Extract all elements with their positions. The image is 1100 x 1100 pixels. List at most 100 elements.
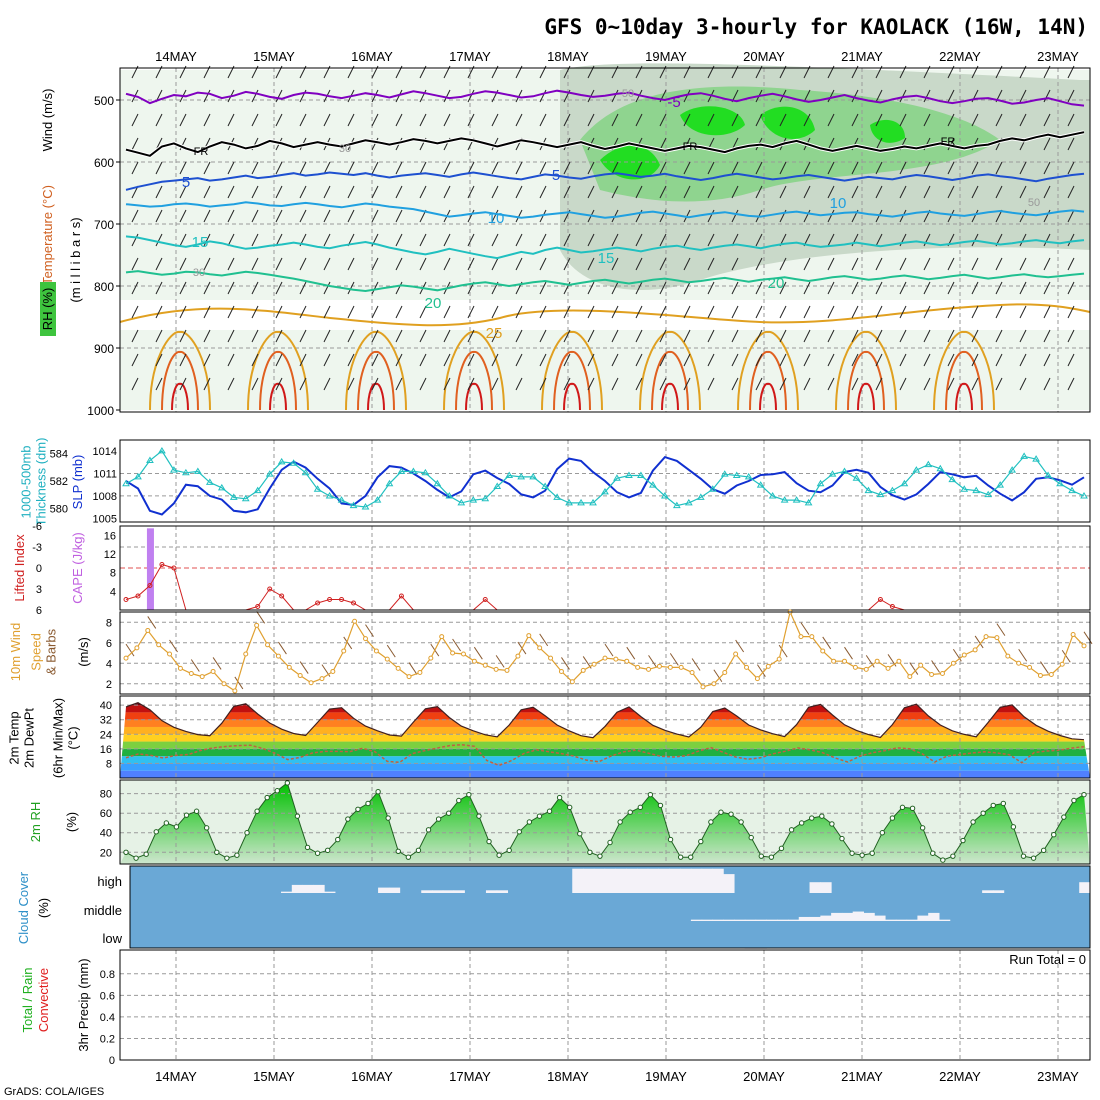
lifted-index-marker xyxy=(135,593,141,599)
rh-core xyxy=(870,119,905,143)
wind-barb xyxy=(779,185,787,199)
thickness-marker xyxy=(445,492,454,499)
wind-speed-marker xyxy=(983,634,989,640)
wind-barb xyxy=(827,233,835,247)
thickness-marker xyxy=(277,457,286,465)
wind-speed-line xyxy=(125,610,1085,692)
cloud-middle-gap xyxy=(734,919,746,921)
thickness-marker xyxy=(924,460,933,468)
wind-barb xyxy=(1019,185,1027,199)
wind-barb xyxy=(635,353,643,367)
wind-barb xyxy=(275,329,283,343)
wind-barb xyxy=(299,305,307,319)
rh-marker xyxy=(466,791,472,798)
wind-barb xyxy=(563,329,571,343)
wind-barb xyxy=(343,636,353,650)
wind-barb xyxy=(844,646,853,660)
wind-barb xyxy=(1043,377,1051,391)
wind-barb xyxy=(275,281,283,295)
wind-barb xyxy=(1043,233,1051,247)
temp-25-loop xyxy=(149,331,211,411)
rh-marker xyxy=(798,820,805,826)
wind-barb xyxy=(683,305,691,319)
rh-marker xyxy=(163,820,170,826)
thickness-marker xyxy=(637,471,645,479)
wind-speed-marker xyxy=(330,668,336,674)
wind-barb xyxy=(947,377,955,391)
wind-speed-marker xyxy=(961,652,967,658)
wind-barb xyxy=(131,305,139,319)
panel-frame xyxy=(119,67,1091,413)
wind-barb xyxy=(491,329,499,343)
wind-barb xyxy=(299,161,307,175)
wind-barb xyxy=(851,113,859,127)
wind-barb xyxy=(323,209,331,223)
wind-barb xyxy=(755,353,763,367)
wind-barb xyxy=(731,377,739,391)
precip-tick: 0.6 xyxy=(100,990,115,1002)
wind-barb xyxy=(323,377,331,391)
cape-tick: 8 xyxy=(110,568,116,580)
wind-barb xyxy=(539,377,547,391)
wind-barb xyxy=(203,233,211,247)
wind-speed-marker xyxy=(286,664,292,670)
cloud-high-gap xyxy=(636,868,649,893)
rh-marker xyxy=(143,851,149,857)
rh-marker xyxy=(879,830,886,836)
wind-barb xyxy=(779,353,787,367)
rh-marker xyxy=(859,852,865,858)
upper-temp-label-line: Temperature (°C) xyxy=(40,185,55,285)
cape-tick: 12 xyxy=(104,549,116,561)
wind-barb xyxy=(587,281,595,295)
wind-barb xyxy=(1067,209,1075,223)
wind-barb xyxy=(251,353,259,367)
wind-barb xyxy=(131,233,139,247)
temp-fill-bands xyxy=(120,702,1090,778)
wind-barb xyxy=(1043,89,1051,103)
wind-barb xyxy=(923,89,931,103)
wind-barb xyxy=(347,161,355,175)
top-date-label: 16MAY xyxy=(351,49,393,64)
wind-barb xyxy=(803,329,811,343)
wind-barb xyxy=(587,233,595,247)
wind-barb xyxy=(203,305,211,319)
lifted-index-tick: 6 xyxy=(36,605,42,617)
bottom-date-axis: 14MAY 15MAY 16MAY 17MAY 18MAY 19MAY 20MAY 21MAY… xyxy=(155,1069,1079,1084)
wind-barb xyxy=(611,353,619,367)
wind-barb xyxy=(227,161,235,175)
wind-barb xyxy=(822,636,832,650)
cloud-high-gap xyxy=(690,868,703,893)
wind-barb xyxy=(909,662,919,675)
wind-barb xyxy=(995,161,1003,175)
rh-marker xyxy=(365,800,371,807)
cloud-high-gap xyxy=(281,891,293,893)
cloud-middle-gap xyxy=(863,912,875,921)
wind-barb xyxy=(395,209,403,223)
wind-barb xyxy=(203,281,211,295)
upper-temp-label: Temperature (°C) xyxy=(40,185,55,285)
wind-barb xyxy=(371,209,379,223)
thickness-marker xyxy=(900,479,909,487)
top-date-label: 14MAY xyxy=(155,49,197,64)
wind-barb xyxy=(371,329,379,343)
thickness-marker xyxy=(660,492,669,499)
wind-barb xyxy=(923,353,931,367)
rh-marker xyxy=(526,819,533,825)
temp2m-unit-label: (6hr Min/Max) (°C) xyxy=(51,698,81,778)
wind-barb xyxy=(707,305,715,319)
wind-barb xyxy=(995,305,1003,319)
thickness-marker xyxy=(708,485,717,492)
thickness-marker xyxy=(158,446,166,454)
wind-barb xyxy=(299,257,307,271)
temp-25-loop xyxy=(835,331,897,411)
cloud-label-line: Cloud Cover xyxy=(16,871,31,944)
temp-35-loop xyxy=(171,382,189,411)
wind-barb xyxy=(875,257,883,271)
contour-label-5: 5 xyxy=(552,167,560,184)
upper-wind-label: Wind (m/s) xyxy=(40,89,55,152)
thickness-marker xyxy=(720,470,729,477)
wind-barb xyxy=(778,644,788,658)
temp-band xyxy=(120,702,1090,706)
wind-barb xyxy=(227,377,235,391)
rh2m-label-line: 2m RH xyxy=(28,802,43,842)
